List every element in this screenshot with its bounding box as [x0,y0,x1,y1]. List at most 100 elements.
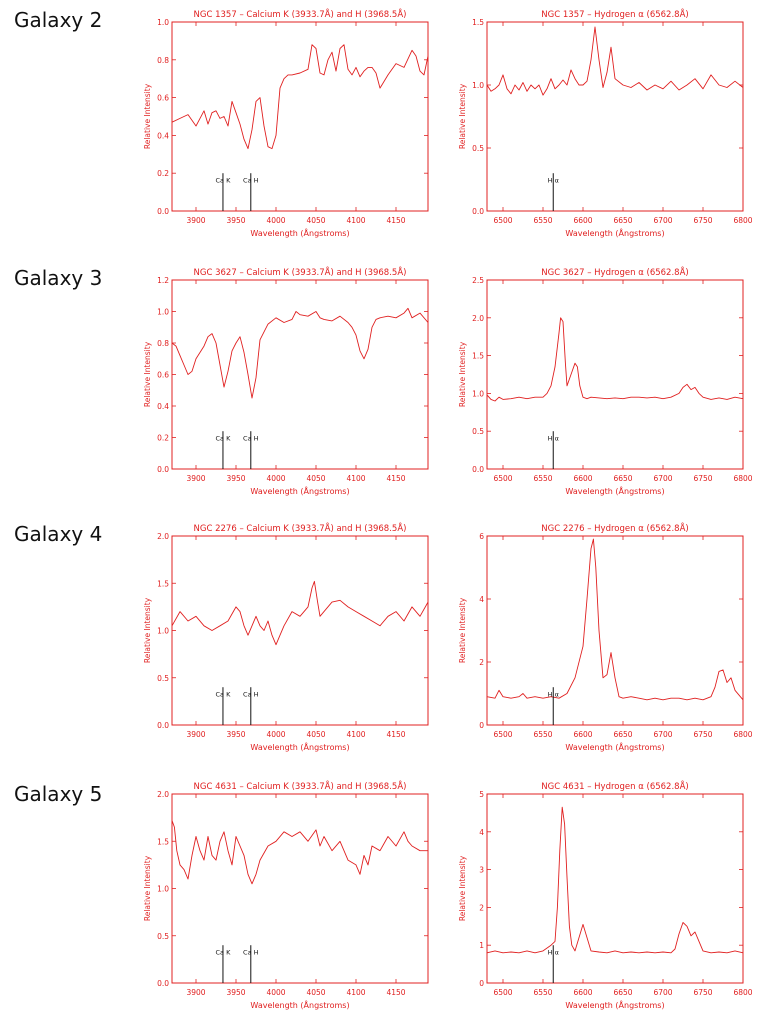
plot-frame [486,21,744,212]
x-tick-label: 6600 [573,988,592,997]
x-tick-label: 3900 [186,216,205,225]
y-tick-label: 2.0 [157,532,169,541]
x-axis-label: Wavelength (Ångstroms) [565,227,664,238]
x-tick-label: 4050 [306,474,325,483]
marker-label: H α [548,949,559,957]
y-tick-label: 1.5 [157,579,169,588]
x-tick-label: 6650 [613,216,632,225]
x-tick-label: 6600 [573,730,592,739]
x-tick-label: 6500 [493,988,512,997]
x-tick-label: 6650 [613,988,632,997]
x-axis-label: Wavelength (Ångstroms) [250,999,349,1010]
chart-title: NGC 2276 – Hydrogen α (6562.8Å) [541,522,688,534]
marker-label: Ca H [243,949,259,957]
x-tick-label: 6550 [533,988,552,997]
galaxy-label-3: Galaxy 4 [14,522,103,546]
x-tick-label: 4050 [306,988,325,997]
y-tick-label: 2.5 [472,276,484,285]
x-tick-label: 6750 [693,988,712,997]
plot-frame [171,279,429,470]
marker-label: H α [548,691,559,699]
x-axis-label: Wavelength (Ångstroms) [565,741,664,752]
plot-frame [486,279,744,470]
y-tick-label: 0.0 [157,979,169,988]
x-tick-label: 4150 [386,988,405,997]
y-tick-label: 0.8 [157,339,169,348]
marker-label: Ca K [216,691,232,699]
spectrum-line [171,580,429,646]
x-tick-label: 6600 [573,216,592,225]
x-tick-label: 4100 [346,474,365,483]
y-tick-label: 0.6 [157,94,169,103]
x-tick-label: 3950 [226,474,245,483]
y-tick-label: 2.0 [472,314,484,323]
x-tick-label: 3900 [186,730,205,739]
marker-label: H α [548,435,559,443]
y-tick-label: 0.0 [157,721,169,730]
y-axis-label: Relative Intensity [458,83,467,149]
y-tick-label: 0.0 [157,465,169,474]
marker-label: Ca K [216,949,232,957]
galaxy-label-2: Galaxy 3 [14,266,103,290]
y-tick-label: 0.4 [157,131,169,140]
y-axis-label: Relative Intensity [143,83,152,149]
y-tick-label: 1.0 [157,308,169,317]
x-tick-label: 6700 [653,988,672,997]
y-tick-label: 2 [479,658,484,667]
chart-title: NGC 4631 – Hydrogen α (6562.8Å) [541,780,688,792]
marker-label: Ca H [243,435,259,443]
x-tick-label: 6550 [533,474,552,483]
y-tick-label: 1.0 [472,389,484,398]
galaxy-label-1: Galaxy 2 [14,8,103,32]
x-tick-label: 4050 [306,216,325,225]
x-tick-label: 6600 [573,474,592,483]
marker-label: Ca K [216,435,232,443]
chart-title: NGC 3627 – Calcium K (3933.7Å) and H (39… [194,266,407,278]
y-tick-label: 0.0 [472,465,484,474]
x-tick-label: 4150 [386,474,405,483]
y-tick-label: 1.5 [472,18,484,27]
x-tick-label: 4000 [266,988,285,997]
spectrum-line [171,820,428,885]
plot-frame [171,535,429,726]
y-tick-label: 0.0 [472,207,484,216]
x-tick-label: 6500 [493,216,512,225]
y-tick-label: 0.5 [157,932,169,941]
spectrum-line [486,538,744,701]
x-tick-label: 6750 [693,474,712,483]
x-tick-label: 6800 [733,474,752,483]
y-tick-label: 0 [479,979,484,988]
x-tick-label: 6800 [733,216,752,225]
x-tick-label: 4150 [386,730,405,739]
x-tick-label: 6550 [533,730,552,739]
y-tick-label: 3 [479,866,484,875]
x-tick-label: 4150 [386,216,405,225]
y-axis-label: Relative Intensity [458,855,467,921]
x-tick-label: 4100 [346,216,365,225]
marker-label: H α [548,177,559,185]
y-tick-label: 2 [479,903,484,912]
x-tick-label: 3950 [226,988,245,997]
chart-title: NGC 1357 – Hydrogen α (6562.8Å) [541,8,688,20]
spectrum-line [486,806,744,954]
x-axis-label: Wavelength (Ångstroms) [565,485,664,496]
x-tick-label: 6650 [613,730,632,739]
spectrum-line [486,26,744,96]
x-tick-label: 4100 [346,988,365,997]
y-axis-label: Relative Intensity [458,597,467,663]
y-tick-label: 1.0 [157,627,169,636]
x-tick-label: 4000 [266,730,285,739]
x-tick-label: 6550 [533,216,552,225]
spectrum-chart-ngc2276-calcium: NGC 2276 – Calcium K (3933.7Å) and H (39… [143,522,429,752]
x-axis-label: Wavelength (Ångstroms) [250,485,349,496]
x-tick-label: 3900 [186,474,205,483]
chart-title: NGC 2276 – Calcium K (3933.7Å) and H (39… [194,522,407,534]
spectrum-line [171,44,429,150]
galaxy-label-4: Galaxy 5 [14,782,103,806]
chart-title: NGC 4631 – Calcium K (3933.7Å) and H (39… [194,780,407,792]
y-tick-label: 1 [479,941,484,950]
x-tick-label: 6700 [653,474,672,483]
x-tick-label: 3950 [226,216,245,225]
x-tick-label: 6650 [613,474,632,483]
y-tick-label: 0.4 [157,402,169,411]
